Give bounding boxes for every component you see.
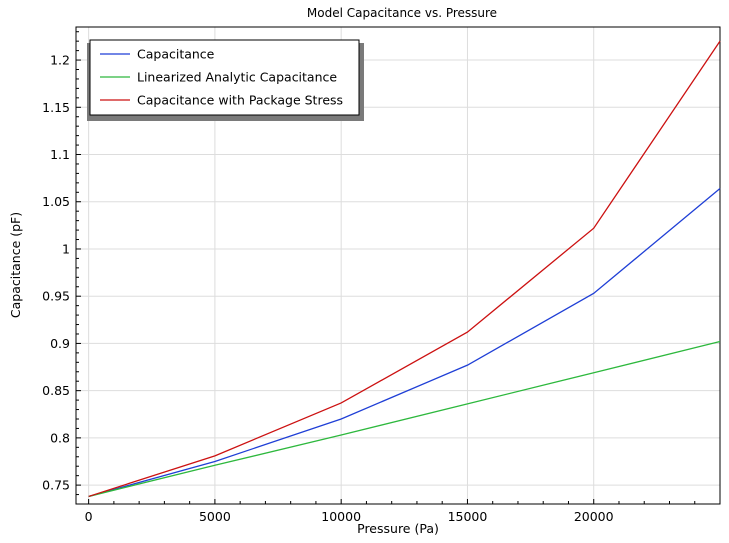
x-tick-label: 5000 (199, 509, 231, 524)
y-tick-label: 1.05 (42, 194, 70, 209)
series-line-1 (88, 340, 721, 498)
y-tick-label: 1 (62, 241, 70, 256)
plot-area-border (75, 26, 721, 505)
series-line-0 (88, 188, 721, 498)
y-tick-label: 0.9 (50, 336, 70, 351)
legend-label: Linearized Analytic Capacitance (137, 70, 337, 85)
x-tick-label: 0 (85, 509, 93, 524)
y-tick-label: 0.95 (42, 289, 70, 304)
x-tick-label: 20000 (574, 509, 614, 524)
legend-label: Capacitance with Package Stress (137, 93, 343, 108)
y-tick-label: 0.75 (42, 478, 70, 493)
legend-box (89, 39, 360, 116)
y-axis-label: Capacitance (pF) (8, 212, 23, 318)
series-line-2 (88, 40, 721, 498)
x-axis-label: Pressure (Pa) (357, 521, 439, 536)
axis-ticks: 0 5000 10000 15000 20000 0.75 0.8 0.85 0.9 0.95 1 1… (42, 31, 721, 524)
y-tick-label: 0.85 (42, 383, 70, 398)
y-tick-label: 1.2 (50, 53, 70, 68)
legend: Capacitance Linearized Analytic Capacitan… (87, 39, 364, 121)
y-tick-label: 1.1 (50, 147, 70, 162)
legend-label: Capacitance (137, 47, 215, 62)
series-lines (88, 40, 721, 498)
y-tick-label: 0.8 (50, 430, 70, 445)
x-tick-label: 15000 (448, 509, 488, 524)
x-tick-label: 10000 (321, 509, 361, 524)
y-tick-label: 1.15 (42, 100, 70, 115)
chart-title: Model Capacitance vs. Pressure (307, 6, 497, 20)
